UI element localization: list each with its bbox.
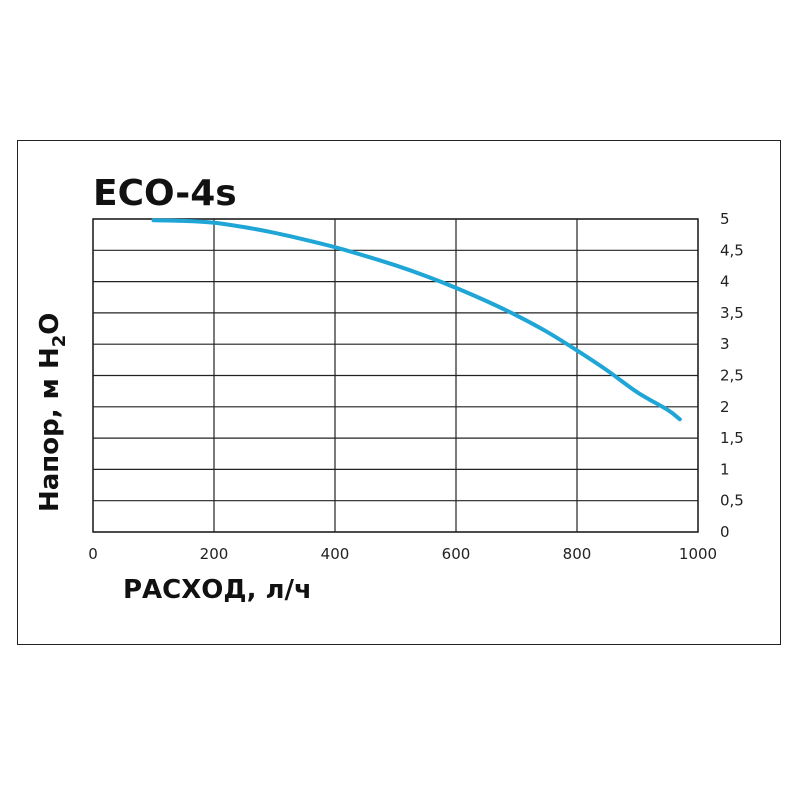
y-tick-label-4: 2 — [720, 398, 730, 416]
y-tick-label-9: 4,5 — [720, 241, 744, 259]
x-tick-labels: 0 200 400 600 800 1000 — [88, 545, 717, 563]
y-tick-label-5: 2,5 — [720, 367, 744, 385]
x-axis-title: РАСХОД, л/ч — [123, 575, 312, 605]
x-tick-label-1: 200 — [200, 545, 229, 563]
x-tick-label-5: 1000 — [679, 545, 717, 563]
y-tick-labels: 0 0,5 1 1,5 2 2,5 3 3,5 4 4,5 5 — [720, 210, 744, 541]
chart-frame — [17, 140, 781, 645]
y-tick-label-6: 3 — [720, 335, 730, 353]
x-tick-label-0: 0 — [88, 545, 98, 563]
y-tick-label-7: 3,5 — [720, 304, 744, 322]
y-tick-label-2: 1 — [720, 460, 730, 478]
plot-area-border — [92, 218, 699, 533]
grid — [92, 218, 699, 533]
x-tick-label-4: 800 — [563, 545, 592, 563]
y-tick-label-1: 0,5 — [720, 492, 744, 510]
x-tick-label-2: 400 — [321, 545, 350, 563]
x-tick-label-3: 600 — [442, 545, 471, 563]
chart-title: ECO-4s — [93, 173, 237, 214]
y-tick-label-0: 0 — [720, 523, 730, 541]
y-axis-title-subscript: 2 — [49, 335, 70, 348]
y-tick-label-10: 5 — [720, 210, 730, 228]
y-axis-title-main: Напор, м H — [35, 347, 65, 512]
y-tick-label-8: 4 — [720, 273, 730, 291]
y-tick-label-3: 1,5 — [720, 429, 744, 447]
y-axis-title: Напор, м H2O — [35, 313, 70, 512]
y-axis-title-tail: O — [35, 313, 65, 335]
series-line — [151, 218, 682, 422]
